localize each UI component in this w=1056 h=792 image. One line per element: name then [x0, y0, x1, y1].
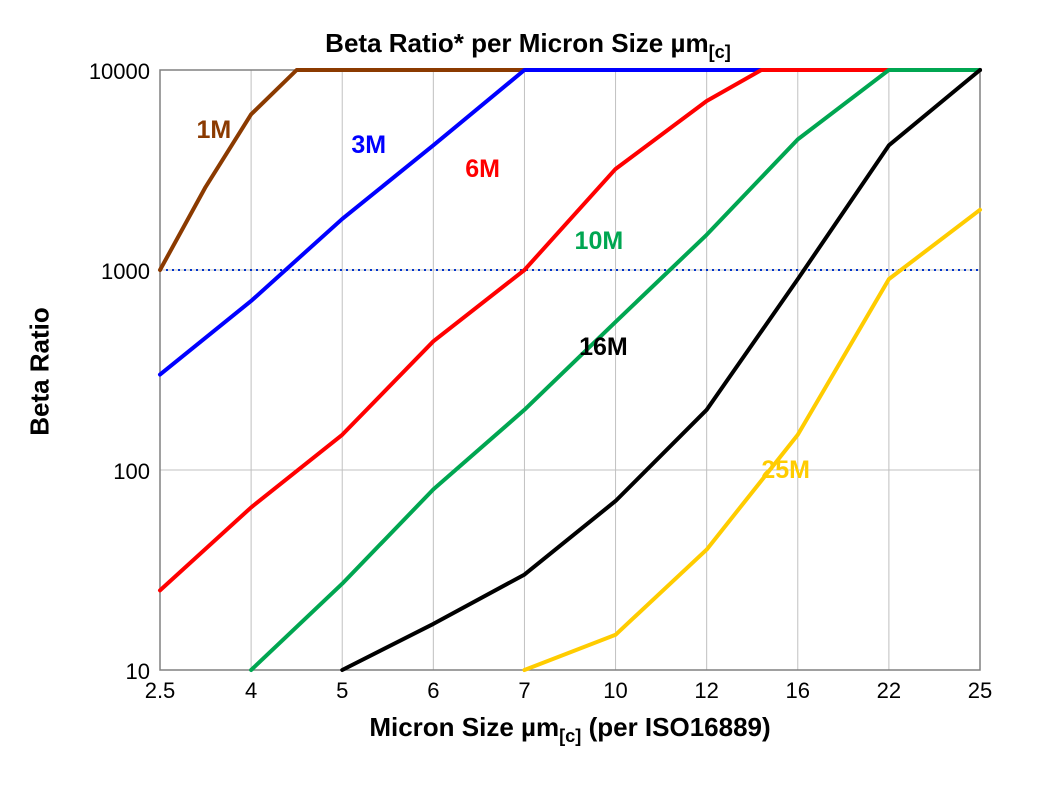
x-tick-label: 16 — [768, 678, 828, 704]
x-tick-label: 22 — [859, 678, 919, 704]
x-tick-label: 12 — [677, 678, 737, 704]
series-label-16M: 16M — [579, 333, 628, 362]
plot-svg — [0, 0, 1056, 792]
series-label-1M: 1M — [196, 116, 231, 145]
series-label-10M: 10M — [575, 227, 624, 256]
x-tick-label: 25 — [950, 678, 1010, 704]
y-tick-label: 10000 — [89, 59, 150, 85]
series-label-6M: 6M — [465, 155, 500, 184]
y-tick-label: 10 — [126, 659, 150, 685]
chart-container: Beta Ratio* per Micron Size µm[c] Beta R… — [0, 0, 1056, 792]
x-tick-label: 6 — [403, 678, 463, 704]
x-tick-label: 4 — [221, 678, 281, 704]
x-tick-label: 7 — [494, 678, 554, 704]
y-tick-label: 1000 — [101, 259, 150, 285]
x-tick-label: 10 — [586, 678, 646, 704]
series-label-3M: 3M — [351, 131, 386, 160]
series-label-25M: 25M — [761, 456, 810, 485]
y-tick-label: 100 — [113, 459, 150, 485]
x-tick-label: 5 — [312, 678, 372, 704]
